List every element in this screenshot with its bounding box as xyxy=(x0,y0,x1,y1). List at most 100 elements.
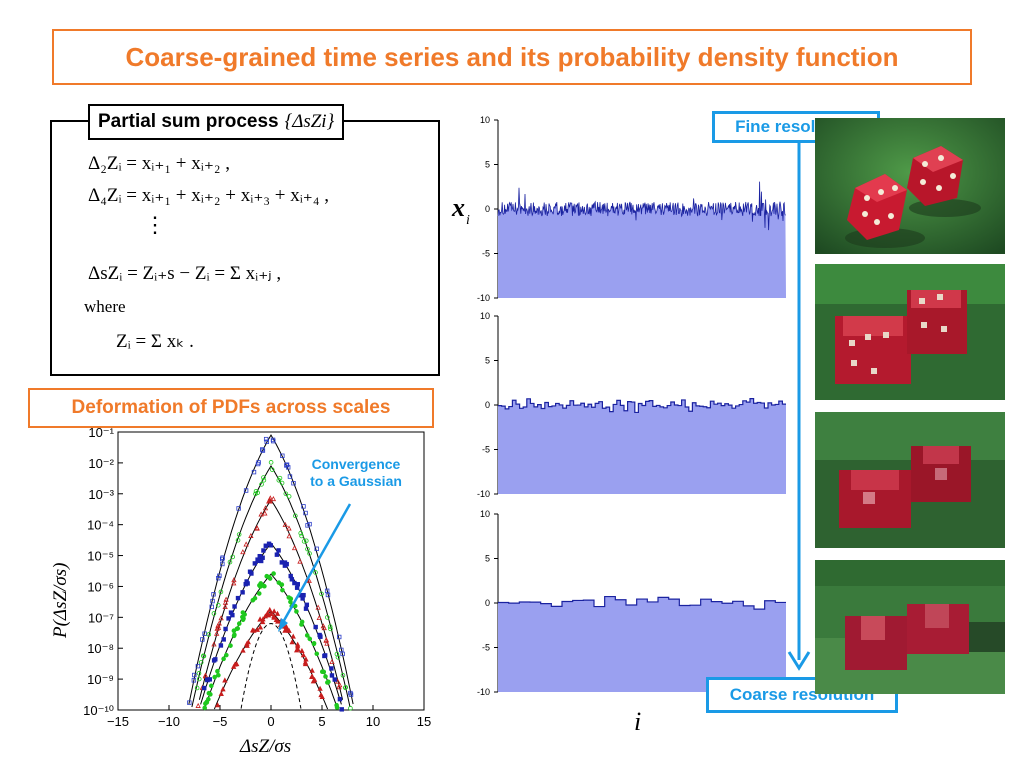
pdf-point xyxy=(243,488,249,493)
pdf-point xyxy=(258,558,264,564)
ts-x-axis-label: i xyxy=(634,707,641,736)
ts-y-tick-label: 10 xyxy=(480,509,490,519)
pdf-point xyxy=(217,573,222,578)
pdf-point xyxy=(209,683,214,689)
pdf-point xyxy=(254,626,261,632)
partial-sum-label: Partial sum process xyxy=(98,111,279,132)
pdf-point xyxy=(313,570,318,575)
pdf-y-tick-label: 10⁻⁴ xyxy=(87,518,114,533)
pdf-point xyxy=(304,602,310,608)
pdf-point xyxy=(216,672,221,678)
pdf-point xyxy=(327,624,333,629)
ts-y-tick-label: 5 xyxy=(485,554,490,564)
pdf-point xyxy=(235,595,241,601)
pdf-point xyxy=(336,684,342,690)
pdf-point xyxy=(268,460,274,465)
pdf-point xyxy=(227,559,233,565)
pdf-point xyxy=(304,633,310,638)
pdf-chart: −15 −10 −5 0 5 10 15 10⁻¹ 10⁻² 10⁻³ 10⁻⁴ 10⁻⁵ 10⁻⁶ 10… xyxy=(50,428,431,757)
pdf-point xyxy=(236,621,242,626)
pdf-point xyxy=(240,590,245,595)
pdf-point xyxy=(332,677,337,682)
pdf-point xyxy=(258,511,264,517)
pdf-point xyxy=(236,532,242,537)
pdf-point xyxy=(257,624,264,630)
pdf-gaussian-curve xyxy=(240,622,302,709)
pdf-point xyxy=(271,571,276,576)
pdf-point xyxy=(231,663,237,669)
ts-y-tick-label: -5 xyxy=(482,643,490,653)
pdf-point xyxy=(222,599,229,605)
pdf-point xyxy=(221,637,226,642)
pdf-point xyxy=(307,551,312,556)
pdf-point xyxy=(210,598,215,604)
pdf-point xyxy=(283,491,289,497)
ts-y-tick-label: -10 xyxy=(477,687,490,697)
pdf-point xyxy=(213,657,218,662)
dice-image-coarsest xyxy=(815,560,1005,694)
pdf-point xyxy=(204,700,210,705)
pdf-y-tick-label: 10⁻¹⁰ xyxy=(83,703,114,718)
ts-panel-0: 10 5 0 -5 -10 xyxy=(477,115,786,303)
ts-y-tick-label: 5 xyxy=(485,160,490,170)
pdf-x-tick-label: 0 xyxy=(267,714,274,729)
pdf-y-tick-label: 10⁻² xyxy=(88,456,114,471)
pdf-point xyxy=(276,548,281,553)
ts-line xyxy=(498,595,786,610)
pdf-point xyxy=(289,639,295,645)
pdf-point xyxy=(271,614,277,620)
pdf-point xyxy=(328,626,333,632)
ts-y-tick-label: -5 xyxy=(482,445,490,455)
pdf-point xyxy=(305,546,310,552)
pdf-point xyxy=(206,632,212,637)
pdf-point xyxy=(329,658,335,665)
pdf-y-tick-label: 10⁻⁸ xyxy=(87,641,114,656)
pdf-point xyxy=(260,447,265,452)
pdf-point xyxy=(293,647,300,653)
pdf-point xyxy=(325,680,330,685)
pdf-point xyxy=(280,453,285,458)
pdf-point xyxy=(309,667,315,673)
pdf-point xyxy=(348,705,353,711)
pdf-point xyxy=(324,640,330,646)
pdf-x-tick-label: 15 xyxy=(417,714,431,729)
pdf-point xyxy=(254,525,260,531)
pdf-point xyxy=(286,533,292,539)
pdf-point xyxy=(218,643,224,648)
pdf-point xyxy=(318,634,323,639)
pdf-point xyxy=(232,632,237,638)
resolution-arrow-head xyxy=(787,651,811,671)
pdf-point xyxy=(316,614,322,621)
ts-line xyxy=(497,181,786,231)
pdf-y-tick-label: 10⁻⁹ xyxy=(87,672,114,687)
pdf-point xyxy=(202,631,207,636)
pdf-point xyxy=(303,606,309,611)
pdf-y-axis-label: P(ΔsZ/σs) xyxy=(50,563,71,639)
pdf-point xyxy=(299,619,305,625)
pdf-point xyxy=(262,505,269,511)
pdf-point xyxy=(250,597,256,603)
pdf-point xyxy=(202,685,207,691)
pdf-point xyxy=(284,462,290,467)
pdf-point xyxy=(255,461,261,467)
pdf-point xyxy=(202,705,208,711)
annotation-arrow-head xyxy=(278,618,288,632)
pdf-point xyxy=(222,603,228,610)
partial-sum-symbol: {ΔsZi} xyxy=(284,111,335,132)
pdf-point xyxy=(244,642,250,648)
pdf-point xyxy=(276,580,282,585)
pdf-point xyxy=(319,591,324,597)
pdf-fit-curve xyxy=(188,434,354,705)
pdf-point xyxy=(202,672,209,678)
pdf-point xyxy=(249,571,254,576)
dice-image-coarse-svg xyxy=(815,412,1005,548)
ts-y-axis-label-sub: i xyxy=(466,213,470,228)
pdf-point xyxy=(215,668,220,674)
pdf-x-tick-label: 10 xyxy=(366,714,380,729)
pdf-point xyxy=(303,510,308,516)
pdf-point xyxy=(214,625,220,631)
pdf-point xyxy=(337,634,342,640)
pdf-y-tick-label: 10⁻⁷ xyxy=(88,610,114,625)
equation-delta4: Δ₄Zᵢ = xᵢ₊₁ + xᵢ₊₂ + xᵢ₊₃ + xᵢ₊₄ , xyxy=(88,185,329,206)
dice-image-coarsest-svg xyxy=(815,560,1005,694)
